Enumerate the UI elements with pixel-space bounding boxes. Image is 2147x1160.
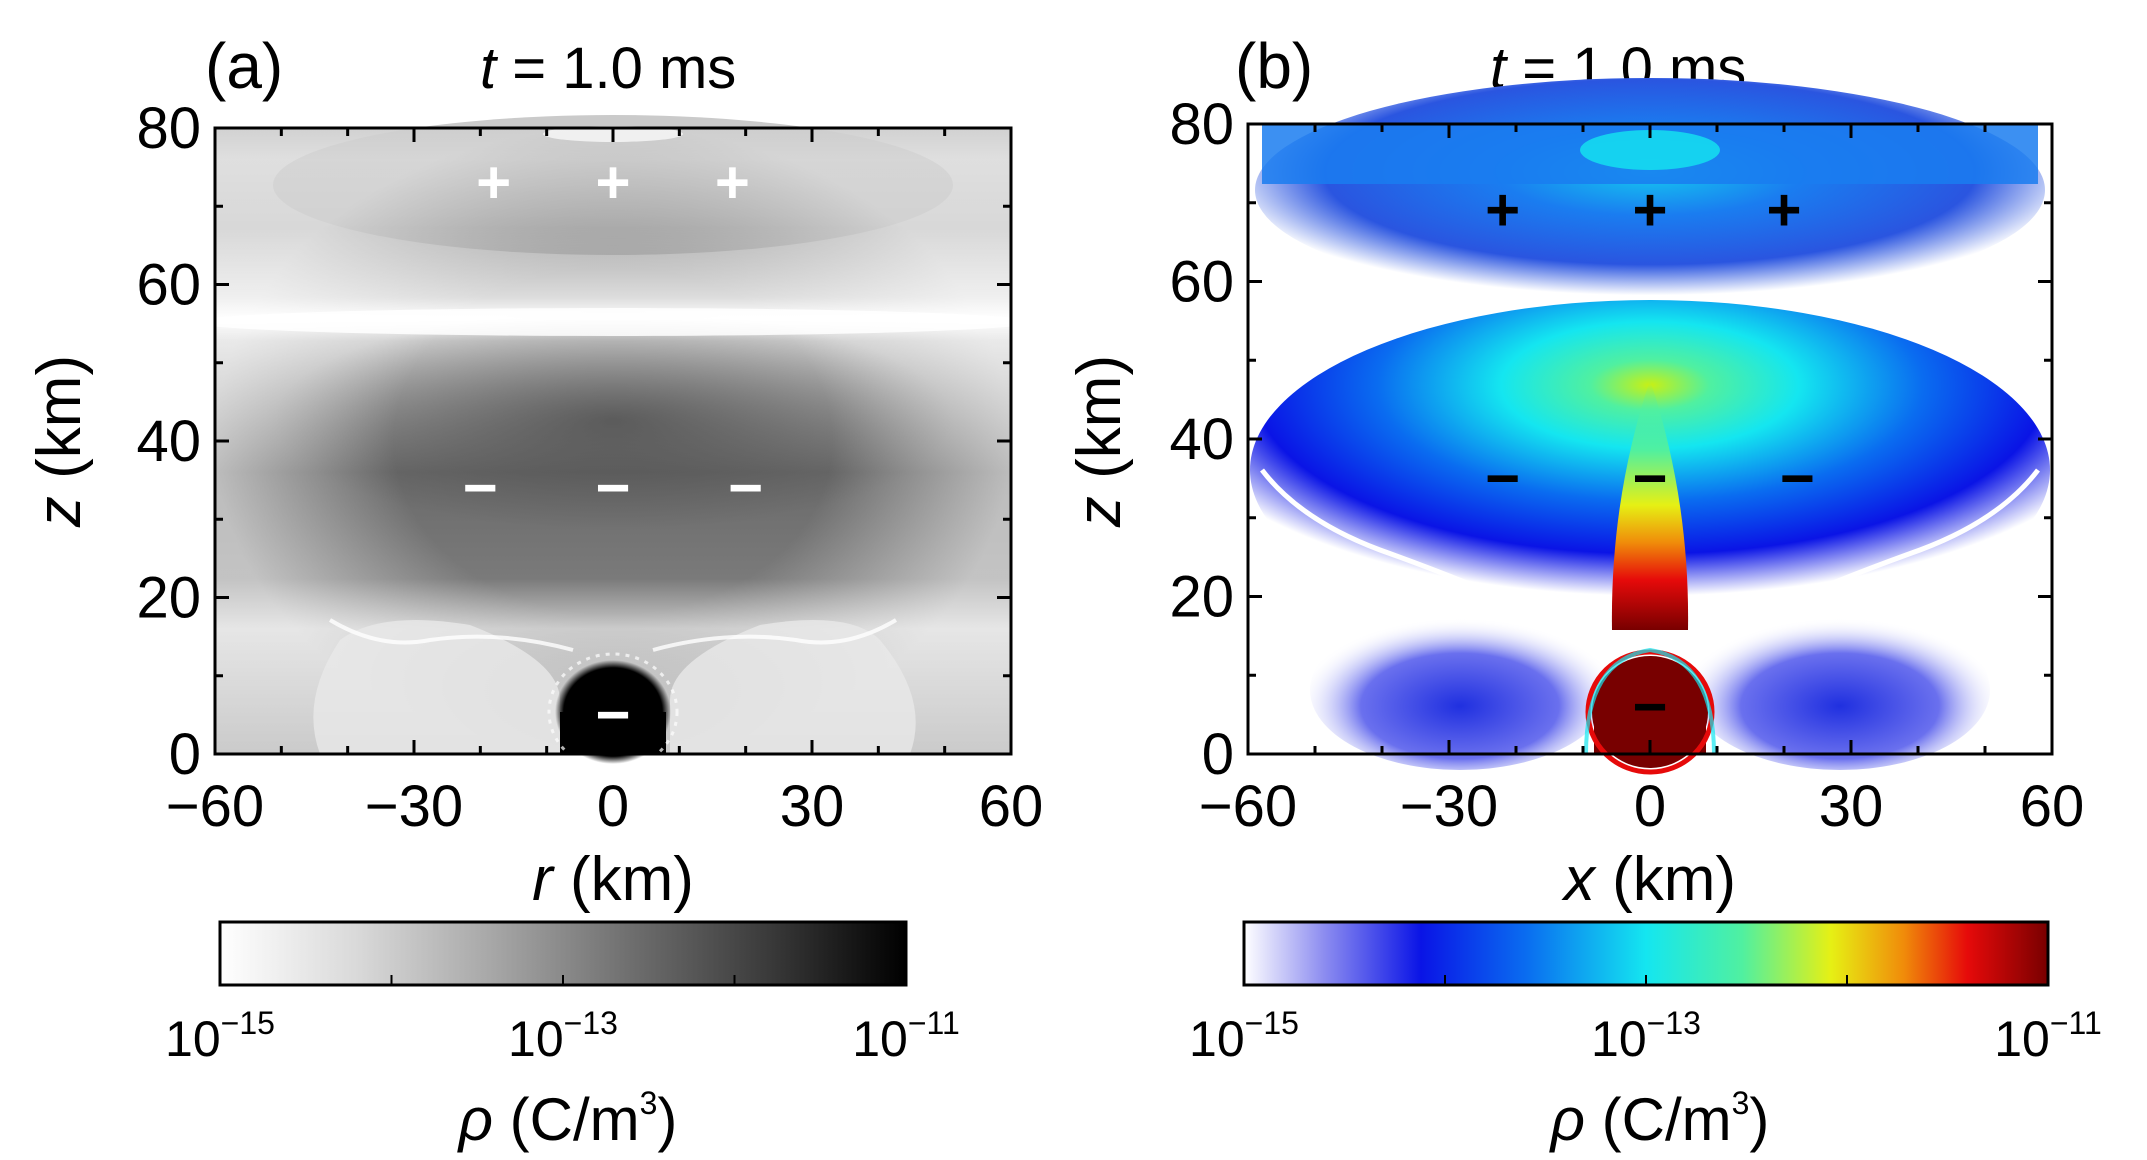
panel-b-xtick-label: 0 [1634, 774, 1666, 839]
negative-charge-marker: − [463, 454, 498, 521]
panel-b-xtick-label: −60 [1199, 774, 1297, 839]
panel-b-label: (b) [1235, 30, 1313, 102]
panel-a-xlabel: r (km) [532, 845, 694, 914]
panel-a-colorbar: 10−15 10−13 10−11 ρ (C/m3) [165, 920, 960, 1153]
panel-b-ytick-label: 40 [1169, 407, 1234, 472]
panel-a-xtick-label: −30 [365, 774, 463, 839]
panel-a-ytick-label: 20 [136, 566, 201, 631]
panel-b-xtick-labels: −60 −30 0 30 60 [1199, 774, 2084, 839]
panel-b-ylabel: z (km) [1065, 355, 1134, 528]
panel-a-heatmap [193, 115, 1033, 772]
panel-b-core-edge [1584, 647, 1716, 755]
panel-a-white-arc-left [328, 618, 574, 652]
negative-charge-marker: − [1632, 444, 1667, 511]
panel-b-ytick-label: 0 [1202, 722, 1234, 787]
panel-a-label: (a) [205, 30, 283, 102]
panel-a-ticks [213, 126, 1013, 756]
panel-b-colorbar-tick-label: 10−13 [1591, 1005, 1701, 1067]
positive-charge-marker: + [1632, 177, 1667, 244]
panel-a-time-label: t = 1.0 ms [480, 36, 736, 101]
panel-b-ytick-label: 80 [1169, 92, 1234, 157]
panel-a-lower-right-lobe [670, 620, 916, 754]
panel-b-ticks [1246, 122, 2054, 756]
positive-charge-marker: + [595, 149, 630, 216]
panel-a-ytick-label: 0 [169, 722, 201, 787]
panel-b-colorbar-tick-label: 10−11 [1994, 1005, 2102, 1067]
panel-a-ylabel: z (km) [25, 355, 94, 528]
panel-a-zero-line [193, 308, 1033, 336]
panel-a-ytick-label: 60 [136, 253, 201, 318]
panel-a-ytick-label: 80 [136, 96, 201, 161]
panel-b-jet-column [1611, 380, 1689, 630]
positive-charge-marker: + [1485, 177, 1520, 244]
negative-charge-marker: − [1485, 444, 1520, 511]
positive-charge-marker: + [476, 149, 511, 216]
panel-b-colorbar-ticks: 10−15 10−13 10−11 [1189, 975, 2102, 1067]
negative-charge-marker: − [595, 454, 630, 521]
panel-a-colorbar-tick-label: 10−13 [508, 1005, 618, 1067]
panel-b-lower-left-lobe [1310, 610, 1610, 770]
panel-a-colorbar-title: ρ (C/m3) [457, 1085, 678, 1153]
panel-a-xtick-label: 0 [597, 774, 629, 839]
panel-b-heatmap [1230, 78, 2070, 775]
panel-a-ytick-labels: 0 20 40 60 80 [136, 96, 201, 787]
panel-b-xtick-label: 30 [1819, 774, 1884, 839]
panel-a-ytick-label: 40 [136, 409, 201, 474]
panel-b-xlabel: x (km) [1561, 845, 1736, 914]
panel-b-xtick-label: 60 [2020, 774, 2085, 839]
negative-charge-marker: − [595, 681, 630, 748]
panel-b-charges: + + + − − − − [1485, 177, 1815, 740]
negative-charge-marker: − [728, 454, 763, 521]
negative-charge-marker: − [1632, 673, 1667, 740]
panel-a-core-rim [547, 652, 679, 772]
panel-b-colorbar-gradient [1242, 920, 2050, 987]
panel-a-xtick-label: 30 [780, 774, 845, 839]
panel-b-ytick-labels: 0 20 40 60 80 [1169, 92, 1234, 787]
negative-charge-marker: − [1780, 444, 1815, 511]
panel-a-colorbar-gradient [218, 920, 908, 987]
panel-a-colorbar-tick-label: 10−11 [852, 1005, 960, 1067]
panel-b-colorbar-title: ρ (C/m3) [1549, 1085, 1770, 1153]
panel-a-white-arc-right [652, 618, 898, 652]
panel-a-lower-left-lobe [313, 620, 560, 754]
panel-b-xtick-label: −30 [1400, 774, 1498, 839]
positive-charge-marker: + [715, 149, 750, 216]
panel-b-white-arc-right [1688, 468, 2040, 653]
panel-b-white-arc-left [1260, 468, 1612, 653]
panel-a-charges: + + + − − − − [463, 149, 763, 748]
panel-b-colorbar-tick-label: 10−15 [1189, 1005, 1299, 1067]
panel-a-xtick-label: −60 [166, 774, 264, 839]
panel-b-lower-right-lobe [1690, 610, 1990, 770]
positive-charge-marker: + [1766, 177, 1801, 244]
panel-a-colorbar-tick-label: 10−15 [165, 1005, 275, 1067]
panel-b-ytick-label: 20 [1169, 565, 1234, 630]
panel-b-colorbar: 10−15 10−13 10−11 ρ (C/m3) [1189, 920, 2102, 1153]
panel-a-xtick-label: 60 [979, 774, 1044, 839]
panel-a-colorbar-ticks: 10−15 10−13 10−11 [165, 975, 960, 1067]
panel-b-ytick-label: 60 [1169, 250, 1234, 315]
panel-b-top-cyan [1580, 130, 1720, 170]
panel-a-xtick-labels: −60 −30 0 30 60 [166, 774, 1043, 839]
